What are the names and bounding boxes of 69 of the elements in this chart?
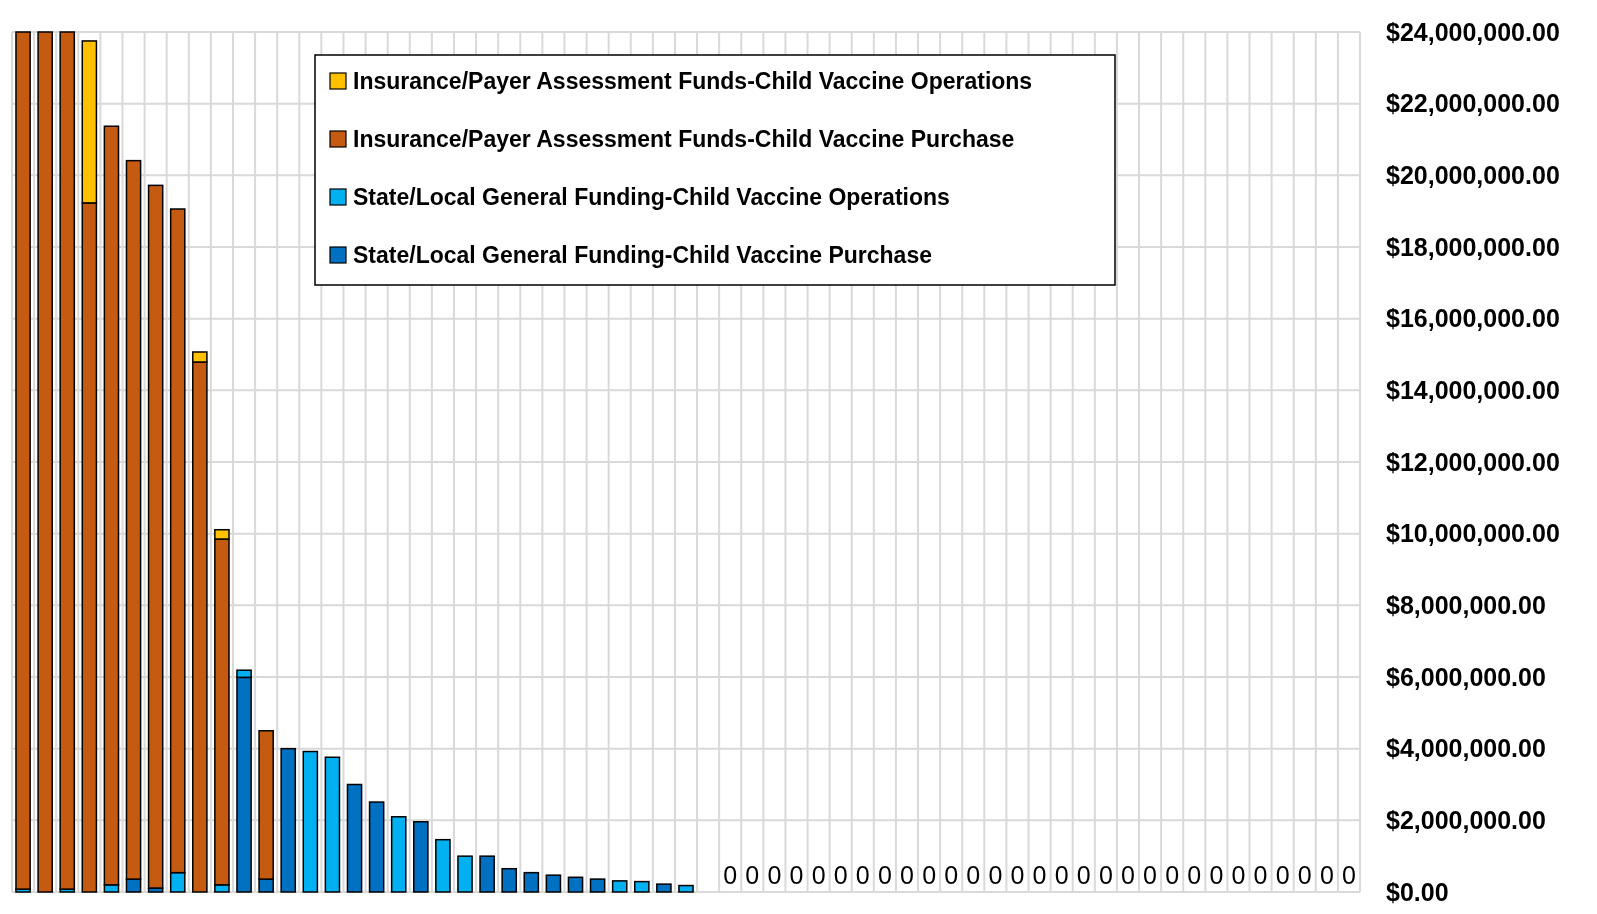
bar: [302, 750, 319, 893]
bar: [457, 855, 473, 893]
data-label: 0: [1121, 861, 1135, 889]
data-label: 0: [1342, 861, 1356, 889]
data-label: 0: [1143, 861, 1158, 889]
bar: [479, 855, 495, 893]
y-tick-label: $14,000,000.00: [1386, 376, 1560, 405]
y-tick-label: $6,000,000.00: [1386, 662, 1546, 691]
bar: [656, 883, 672, 893]
y-tick-label: $18,000,000.00: [1386, 232, 1560, 261]
data-label: 0: [745, 861, 760, 889]
bar: [147, 184, 164, 889]
data-label: 0: [1297, 861, 1312, 889]
bar: [501, 867, 518, 893]
data-label: 0: [1187, 861, 1202, 889]
data-label: 0: [1231, 861, 1246, 889]
legend-label: State/Local General Funding-Child Vaccine Purchase: [353, 242, 932, 269]
data-label: 0: [900, 861, 914, 889]
y-tick-label: $10,000,000.00: [1386, 519, 1560, 548]
data-label: 0: [944, 861, 959, 889]
data-label: 0: [1054, 861, 1069, 889]
y-tick-label: $22,000,000.00: [1386, 89, 1560, 118]
legend-label: Insurance/Payer Assessment Funds-Child Vaccine Purchase: [353, 126, 1015, 153]
y-tick-label: $24,000,000.00: [1386, 17, 1560, 46]
y-tick-label: $12,000,000.00: [1386, 447, 1560, 476]
bar: [567, 876, 584, 893]
bar: [324, 756, 341, 893]
bar: [59, 31, 76, 890]
bar: [37, 31, 53, 893]
data-label: 0: [1076, 861, 1091, 889]
data-label: 0: [877, 861, 892, 889]
y-tick-label: $16,000,000.00: [1386, 304, 1560, 333]
bar: [346, 783, 363, 893]
data-label: 0: [1275, 861, 1290, 889]
bar: [523, 871, 540, 893]
bar: [545, 874, 562, 893]
data-label: 0: [855, 861, 870, 889]
bar: [435, 838, 451, 893]
bar: [368, 801, 385, 893]
data-label: 0: [833, 861, 848, 889]
bar: [611, 880, 628, 893]
data-label: 0: [988, 861, 1003, 889]
y-tick-label: $2,000,000.00: [1386, 806, 1546, 835]
data-label: 0: [1165, 861, 1180, 889]
y-tick-label: $4,000,000.00: [1386, 734, 1546, 763]
bar: [589, 878, 606, 893]
data-label: 0: [811, 861, 826, 889]
data-label: 0: [966, 861, 981, 889]
data-label: 0: [1032, 861, 1047, 889]
bar: [280, 747, 297, 893]
bar: [413, 821, 429, 893]
data-label: 0: [1010, 861, 1025, 889]
bar: [678, 884, 694, 893]
y-tick-label: $0.00: [1386, 877, 1449, 906]
legend-label: State/Local General Funding-Child Vaccine Operations: [353, 184, 950, 211]
data-label: 0: [1253, 861, 1268, 889]
data-label: 0: [723, 861, 738, 889]
bar: [15, 31, 31, 890]
data-label: 0: [1209, 861, 1224, 889]
legend-label: Insurance/Payer Assessment Funds-Child Vaccine Operations: [353, 68, 1033, 95]
data-label: 0: [922, 861, 937, 889]
y-tick-label: $8,000,000.00: [1386, 591, 1546, 620]
bar: [633, 880, 650, 893]
y-tick-label: $20,000,000.00: [1386, 161, 1560, 190]
bar: [390, 816, 407, 893]
data-label: 0: [1098, 861, 1113, 889]
data-label: 0: [789, 861, 804, 889]
data-label: 0: [767, 861, 782, 889]
data-label: 0: [1319, 861, 1334, 889]
